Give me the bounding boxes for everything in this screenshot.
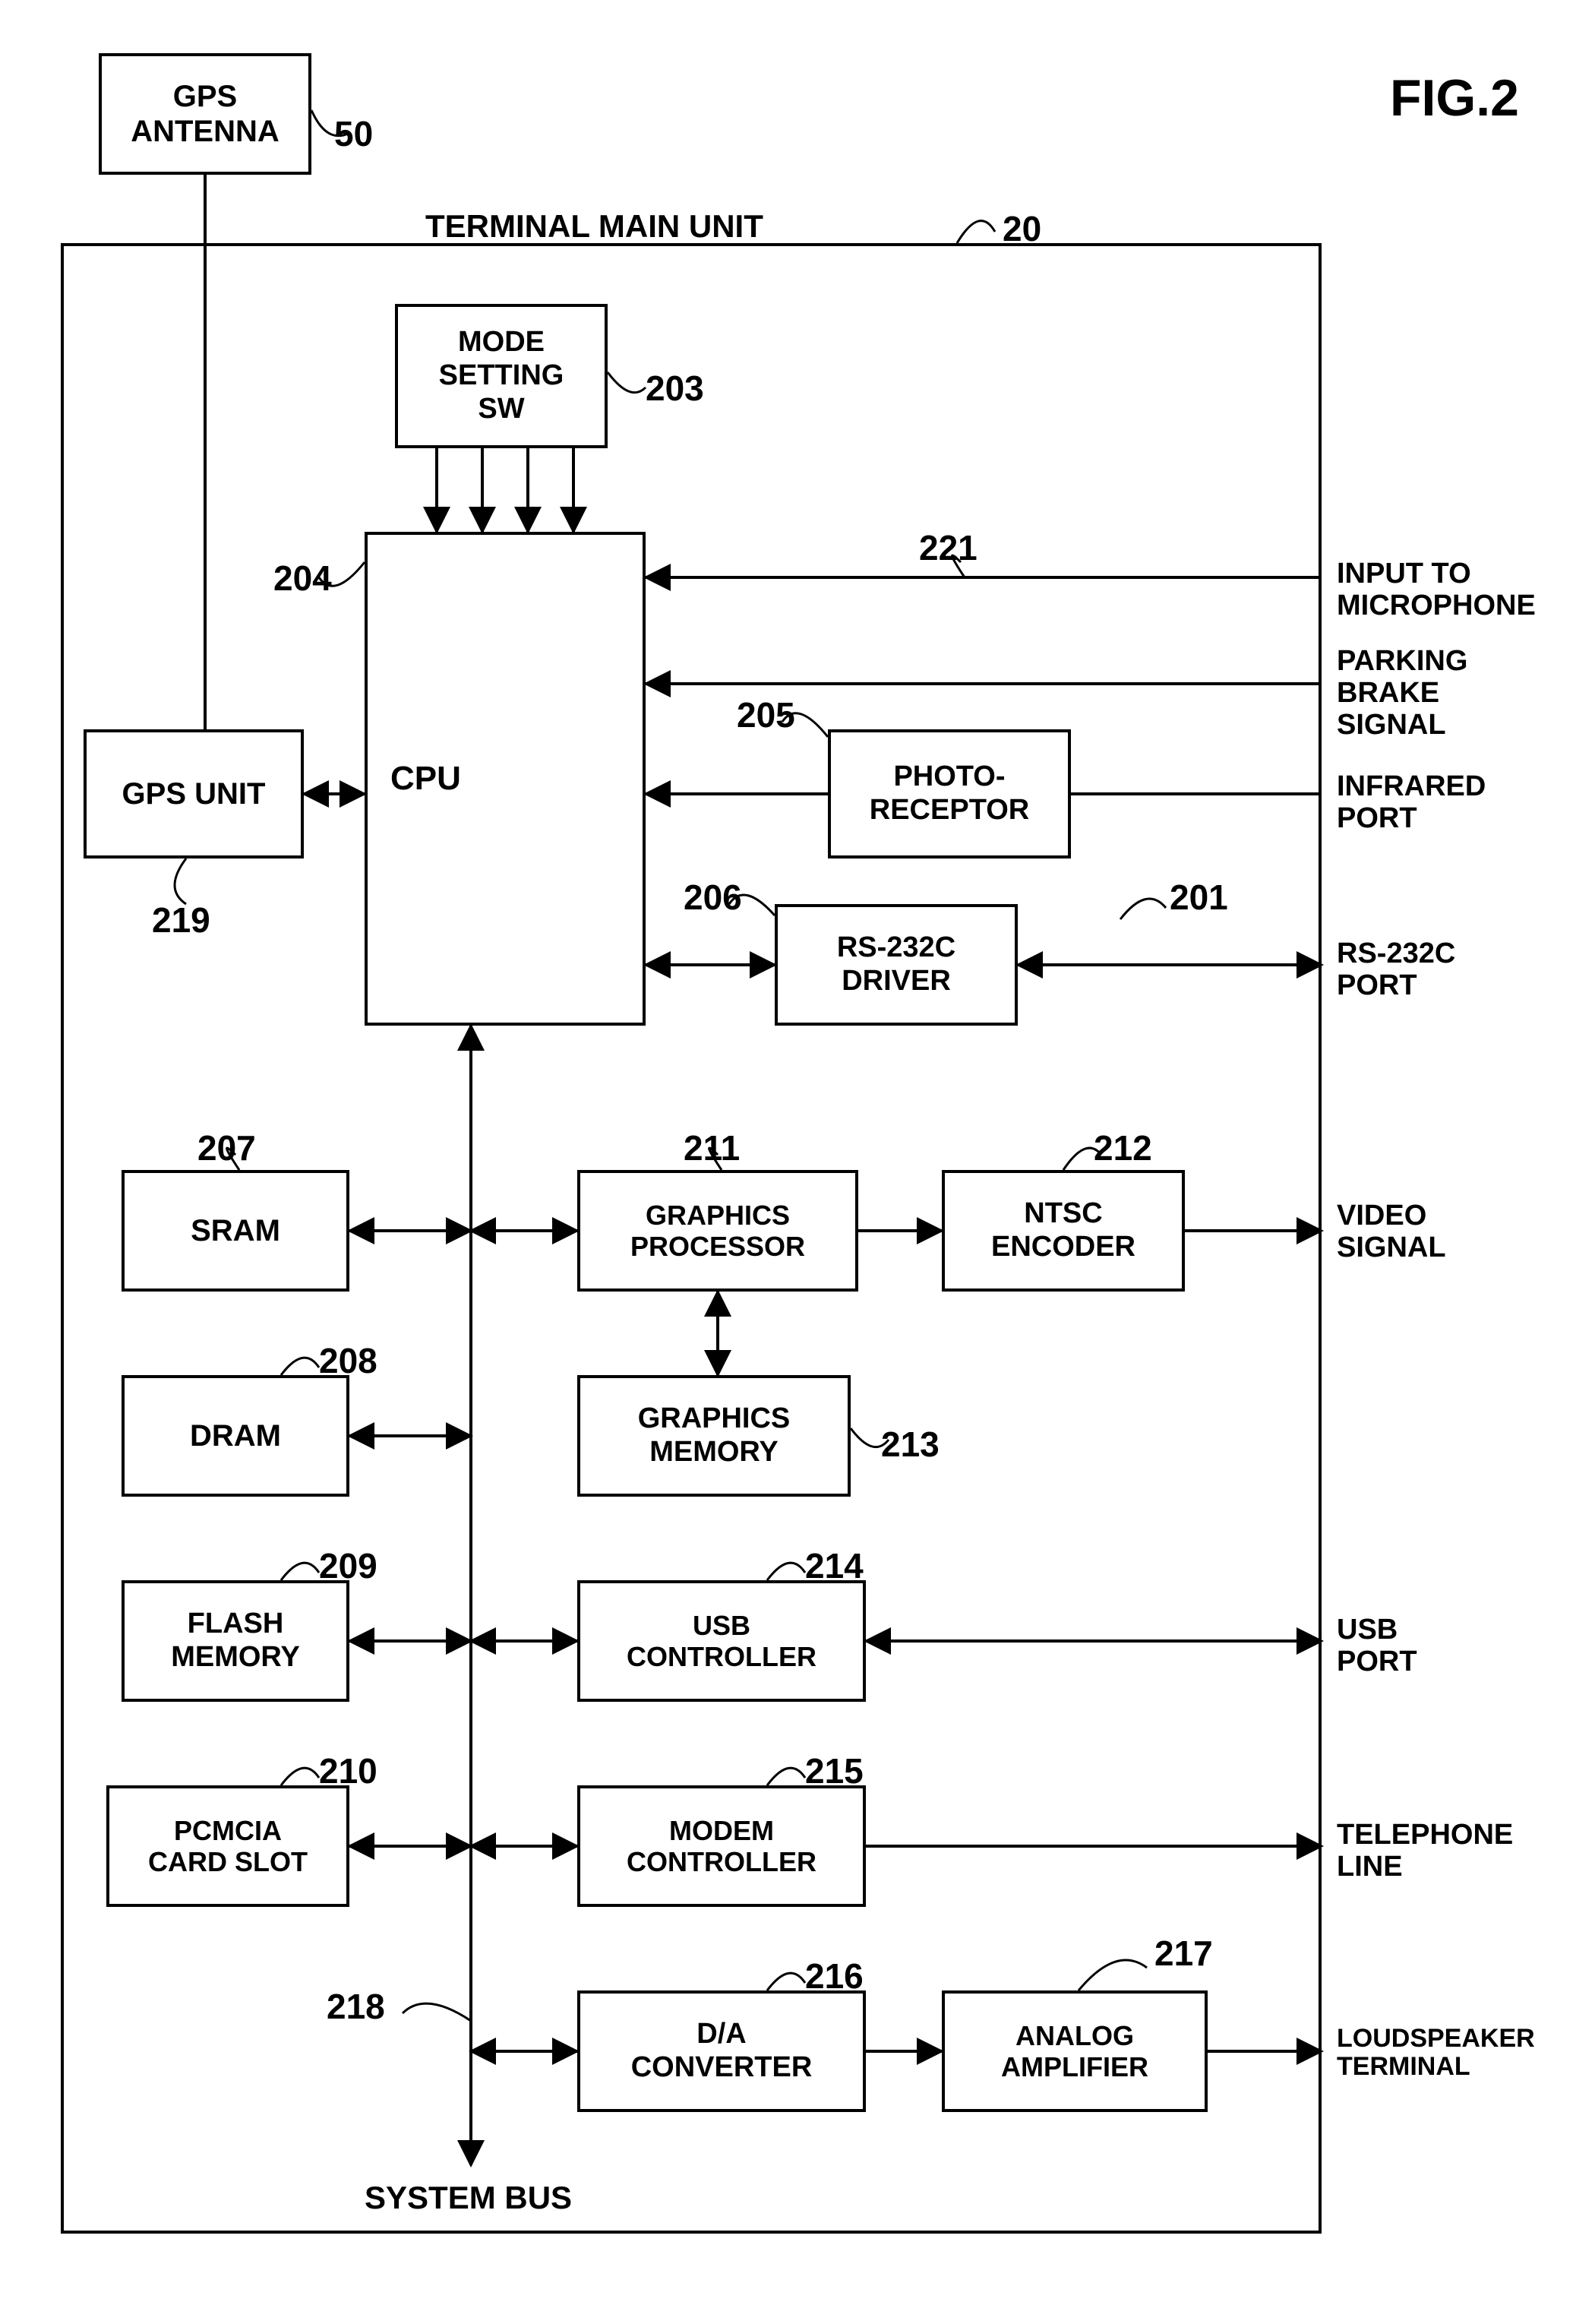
ref-217: 217 [1154, 1934, 1213, 1973]
ref-50: 50 [334, 115, 373, 153]
video-signal-label: VIDEOSIGNAL [1337, 1200, 1446, 1264]
ref-212: 212 [1094, 1129, 1152, 1168]
system-bus-label: SYSTEM BUS [365, 2180, 572, 2215]
ref-214: 214 [805, 1547, 864, 1586]
ref-219: 219 [152, 901, 210, 940]
graphics-memory-block: GRAPHICSMEMORY [577, 1375, 851, 1497]
gps-unit-block: GPS UNIT [84, 729, 304, 858]
rs232-port-label: RS-232CPORT [1337, 938, 1455, 1002]
ref-20: 20 [1003, 210, 1041, 248]
cpu-block: CPU [365, 532, 646, 1026]
ref-206: 206 [684, 878, 742, 917]
rs232c-driver-block: RS-232CDRIVER [775, 904, 1018, 1026]
ntsc-encoder-block: NTSCENCODER [942, 1170, 1185, 1292]
ref-211: 211 [684, 1129, 740, 1168]
gps-antenna-block: GPSANTENNA [99, 53, 311, 175]
pcmcia-block: PCMCIACARD SLOT [106, 1785, 349, 1907]
ref-221: 221 [919, 529, 978, 568]
usb-controller-block: USBCONTROLLER [577, 1580, 866, 1702]
da-converter-block: D/ACONVERTER [577, 1990, 866, 2112]
parking-brake-label: PARKINGBRAKESIGNAL [1337, 646, 1467, 741]
telephone-line-label: TELEPHONELINE [1337, 1820, 1513, 1883]
ref-201: 201 [1170, 878, 1228, 917]
graphics-processor-block: GRAPHICSPROCESSOR [577, 1170, 858, 1292]
ref-210: 210 [319, 1752, 377, 1791]
mode-setting-sw-block: MODESETTINGSW [395, 304, 608, 448]
ref-215: 215 [805, 1752, 864, 1791]
ref-209: 209 [319, 1547, 377, 1586]
analog-amplifier-block: ANALOGAMPLIFIER [942, 1990, 1208, 2112]
ref-208: 208 [319, 1342, 377, 1380]
ref-218: 218 [327, 1987, 385, 2026]
ref-216: 216 [805, 1957, 864, 1996]
flash-memory-block: FLASHMEMORY [122, 1580, 349, 1702]
ref-203: 203 [646, 369, 704, 408]
ref-204: 204 [273, 559, 332, 598]
modem-controller-block: MODEMCONTROLLER [577, 1785, 866, 1907]
sram-block: SRAM [122, 1170, 349, 1292]
usb-port-label: USBPORT [1337, 1614, 1417, 1678]
terminal-main-unit-label: TERMINAL MAIN UNIT [425, 209, 763, 244]
loudspeaker-label: LOUDSPEAKERTERMINAL [1337, 2025, 1535, 2082]
photoreceptor-block: PHOTO-RECEPTOR [828, 729, 1071, 858]
input-mic-label: INPUT TOMICROPHONE [1337, 558, 1536, 622]
dram-block: DRAM [122, 1375, 349, 1497]
figure-title: FIG.2 [1390, 68, 1519, 128]
ref-205: 205 [737, 696, 795, 735]
infrared-port-label: INFRAREDPORT [1337, 771, 1486, 835]
ref-207: 207 [197, 1129, 256, 1168]
ref-213: 213 [881, 1425, 940, 1464]
